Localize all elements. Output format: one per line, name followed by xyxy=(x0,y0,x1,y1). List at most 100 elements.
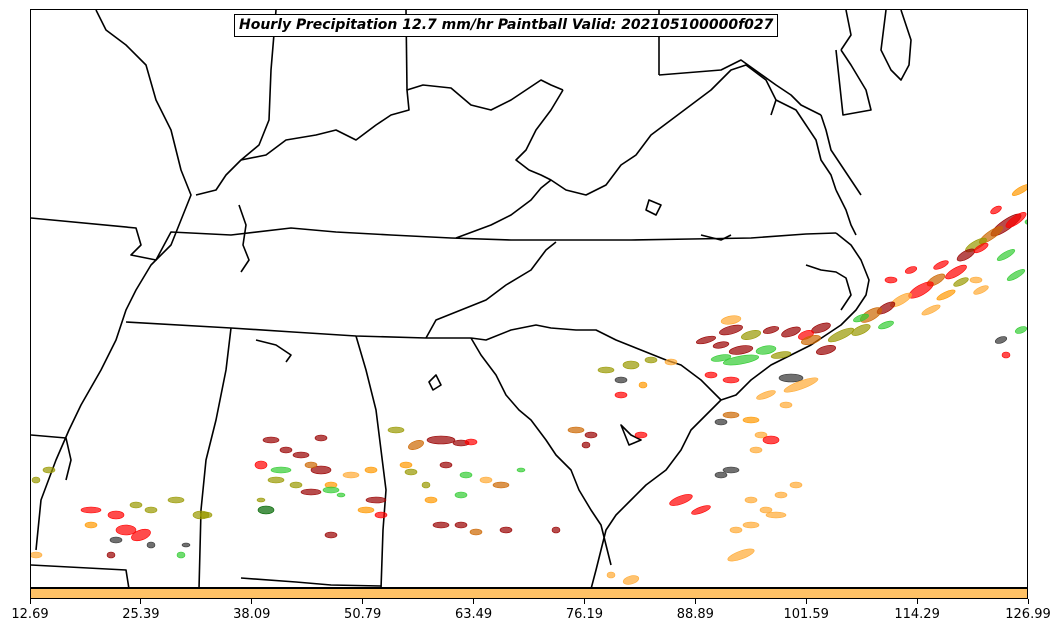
precip-paintball xyxy=(622,360,640,370)
precip-paintball xyxy=(42,466,56,474)
precip-paintball xyxy=(129,501,143,509)
precip-paintball xyxy=(31,476,41,484)
precip-paintball xyxy=(710,354,732,362)
precip-paintball xyxy=(714,471,728,479)
precip-paintball xyxy=(1006,269,1026,281)
precip-paintball xyxy=(324,531,338,539)
precip-paintball xyxy=(31,551,43,559)
precip-paintball xyxy=(779,401,793,409)
map-canvas xyxy=(31,10,1027,587)
precip-paintball xyxy=(669,494,693,506)
precip-paintball xyxy=(181,542,191,548)
precip-paintball xyxy=(762,435,780,445)
precip-paintball xyxy=(781,326,801,338)
colorbar-tick-label: 38.09 xyxy=(233,607,271,622)
precip-paintball xyxy=(192,510,210,520)
precip-paintball xyxy=(176,551,186,559)
precip-paintball xyxy=(131,528,151,542)
precip-paintball xyxy=(262,436,280,444)
precip-paintball xyxy=(742,521,760,529)
precip-paintball xyxy=(696,335,716,345)
colorbar-tick xyxy=(916,599,918,604)
precip-paintball xyxy=(432,521,450,529)
precip-paintball xyxy=(634,431,648,439)
precip-paintball xyxy=(364,466,378,474)
precip-paintball xyxy=(300,488,322,496)
colorbar-tick xyxy=(473,599,475,604)
precip-paintball xyxy=(115,524,137,536)
precip-paintball xyxy=(614,376,628,384)
precip-paintball xyxy=(257,505,275,515)
precip-paintball xyxy=(365,496,387,504)
precip-paintball xyxy=(342,471,360,479)
precip-paintball xyxy=(584,431,598,439)
precip-paintball xyxy=(289,481,303,489)
precip-paintball xyxy=(1024,219,1027,225)
colorbar-tick-label: 25.39 xyxy=(122,607,160,622)
precip-paintball xyxy=(479,476,493,484)
precip-paintball xyxy=(357,506,375,514)
precipitation-paintballs xyxy=(31,184,1027,585)
precip-paintball xyxy=(310,465,332,475)
precip-paintball xyxy=(292,451,310,459)
precip-paintball xyxy=(969,276,983,284)
precip-paintball xyxy=(714,418,728,426)
colorbar-tick xyxy=(140,599,142,604)
precip-paintball xyxy=(742,416,760,424)
precip-paintball xyxy=(167,496,185,504)
precip-paintball xyxy=(1014,326,1027,334)
precip-paintball xyxy=(770,351,792,359)
precip-paintball xyxy=(421,481,431,489)
precip-paintball xyxy=(722,411,740,419)
precip-paintball xyxy=(878,320,894,330)
precip-paintball xyxy=(783,377,819,393)
colorbar-tick xyxy=(805,599,807,604)
precip-paintball xyxy=(597,366,615,374)
precip-paintball xyxy=(729,526,743,534)
precip-paintball xyxy=(304,461,318,469)
colorbar-tick xyxy=(362,599,364,604)
precip-paintball xyxy=(945,264,967,280)
precip-paintball xyxy=(778,373,804,383)
state-boundaries xyxy=(31,10,912,587)
precip-paintball xyxy=(712,341,730,349)
colorbar-tick-label: 126.99 xyxy=(1005,607,1051,622)
precip-paintball xyxy=(404,468,418,476)
precip-paintball xyxy=(336,492,346,498)
colorbar xyxy=(30,588,1028,599)
precip-paintball xyxy=(399,461,413,469)
precip-paintball xyxy=(387,426,405,434)
precip-paintball xyxy=(722,354,760,366)
precip-paintball xyxy=(756,390,776,400)
precip-paintball xyxy=(1001,351,1011,359)
precip-paintball xyxy=(314,434,328,442)
precip-paintball xyxy=(851,324,871,336)
precip-paintball xyxy=(720,315,742,325)
colorbar-tick-label: 76.19 xyxy=(565,607,604,622)
precip-paintball xyxy=(973,242,989,254)
precip-paintball xyxy=(933,260,949,270)
precip-paintball xyxy=(80,506,102,514)
precip-paintball xyxy=(408,440,424,450)
precip-paintball xyxy=(727,548,755,562)
colorbar-tick-label: 101.59 xyxy=(783,607,829,622)
precip-paintball xyxy=(499,526,513,534)
precip-paintball xyxy=(469,528,483,536)
precip-paintball xyxy=(622,575,640,585)
precip-paintball xyxy=(691,505,711,515)
colorbar-tick-label: 63.49 xyxy=(454,607,493,622)
precip-paintball xyxy=(789,481,803,489)
colorbar-tick xyxy=(251,599,253,604)
precip-paintball xyxy=(1005,212,1027,228)
precip-paintball xyxy=(606,571,616,579)
precip-paintball xyxy=(109,536,123,544)
colorbar-tick xyxy=(583,599,585,604)
precip-paintball xyxy=(904,266,918,274)
precip-paintball xyxy=(921,304,941,316)
precip-paintball xyxy=(1011,184,1027,196)
precip-paintball xyxy=(755,345,777,355)
precip-paintball xyxy=(759,506,773,514)
precip-paintball xyxy=(908,281,934,299)
precip-paintball xyxy=(719,324,743,336)
colorbar-tick-label: 50.79 xyxy=(344,607,382,622)
